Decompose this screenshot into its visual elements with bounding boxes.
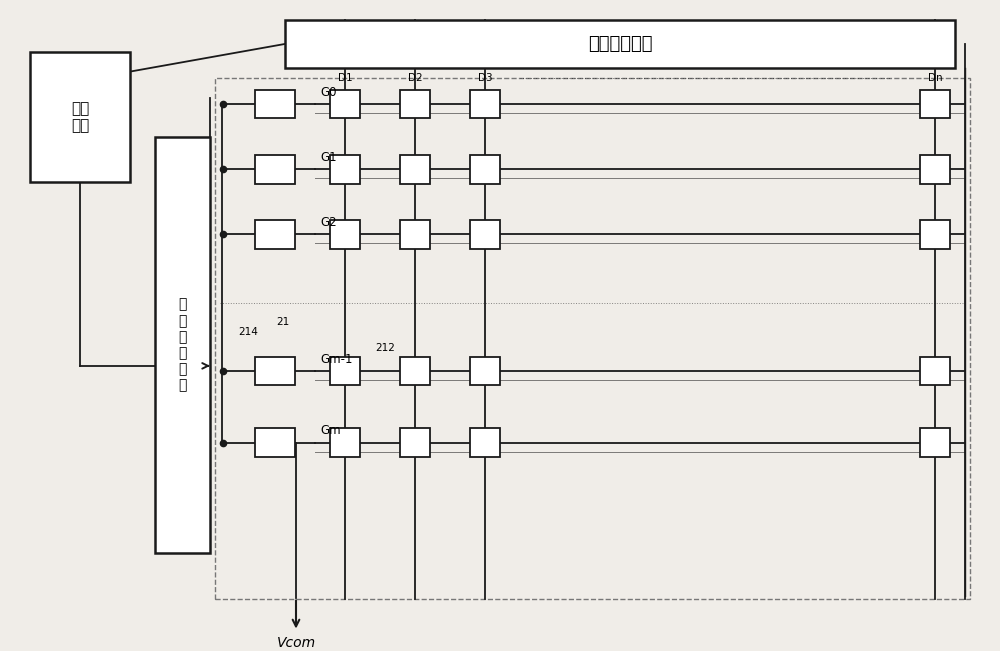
Bar <box>920 220 950 249</box>
Text: G2: G2 <box>320 216 337 229</box>
Bar <box>330 90 360 118</box>
Bar <box>920 428 950 457</box>
Bar <box>470 357 500 385</box>
Bar <box>470 90 500 118</box>
Bar <box>330 220 360 249</box>
Bar <box>285 20 955 68</box>
Text: Dn: Dn <box>928 73 942 83</box>
Bar <box>255 357 295 385</box>
Bar <box>400 155 430 184</box>
Text: G1: G1 <box>320 151 337 164</box>
Text: 源极驱动电路: 源极驱动电路 <box>588 35 652 53</box>
Bar <box>215 78 970 599</box>
Bar <box>400 220 430 249</box>
Text: 214: 214 <box>238 327 258 337</box>
Text: Gm-1: Gm-1 <box>320 353 352 366</box>
Bar <box>330 357 360 385</box>
Text: 栅
极
驱
动
电
路: 栅 极 驱 动 电 路 <box>178 298 187 393</box>
Text: 212: 212 <box>375 343 395 353</box>
Bar <box>255 155 295 184</box>
Text: D3: D3 <box>478 73 492 83</box>
Bar <box>920 357 950 385</box>
Text: D2: D2 <box>408 73 422 83</box>
Bar <box>920 155 950 184</box>
Text: Vcom: Vcom <box>276 636 316 650</box>
Text: Gm: Gm <box>320 424 341 437</box>
Bar <box>470 220 500 249</box>
Bar <box>255 220 295 249</box>
Text: G0: G0 <box>320 86 336 99</box>
Bar <box>470 155 500 184</box>
Text: 21: 21 <box>276 317 290 327</box>
Bar <box>400 90 430 118</box>
Bar <box>30 52 130 182</box>
Bar <box>470 428 500 457</box>
Text: 控制
电路: 控制 电路 <box>71 101 89 133</box>
Bar <box>330 428 360 457</box>
Bar <box>920 90 950 118</box>
Bar <box>330 155 360 184</box>
Bar <box>255 90 295 118</box>
Bar <box>400 428 430 457</box>
Bar <box>155 137 210 553</box>
Text: D1: D1 <box>338 73 352 83</box>
Bar <box>255 428 295 457</box>
Bar <box>400 357 430 385</box>
